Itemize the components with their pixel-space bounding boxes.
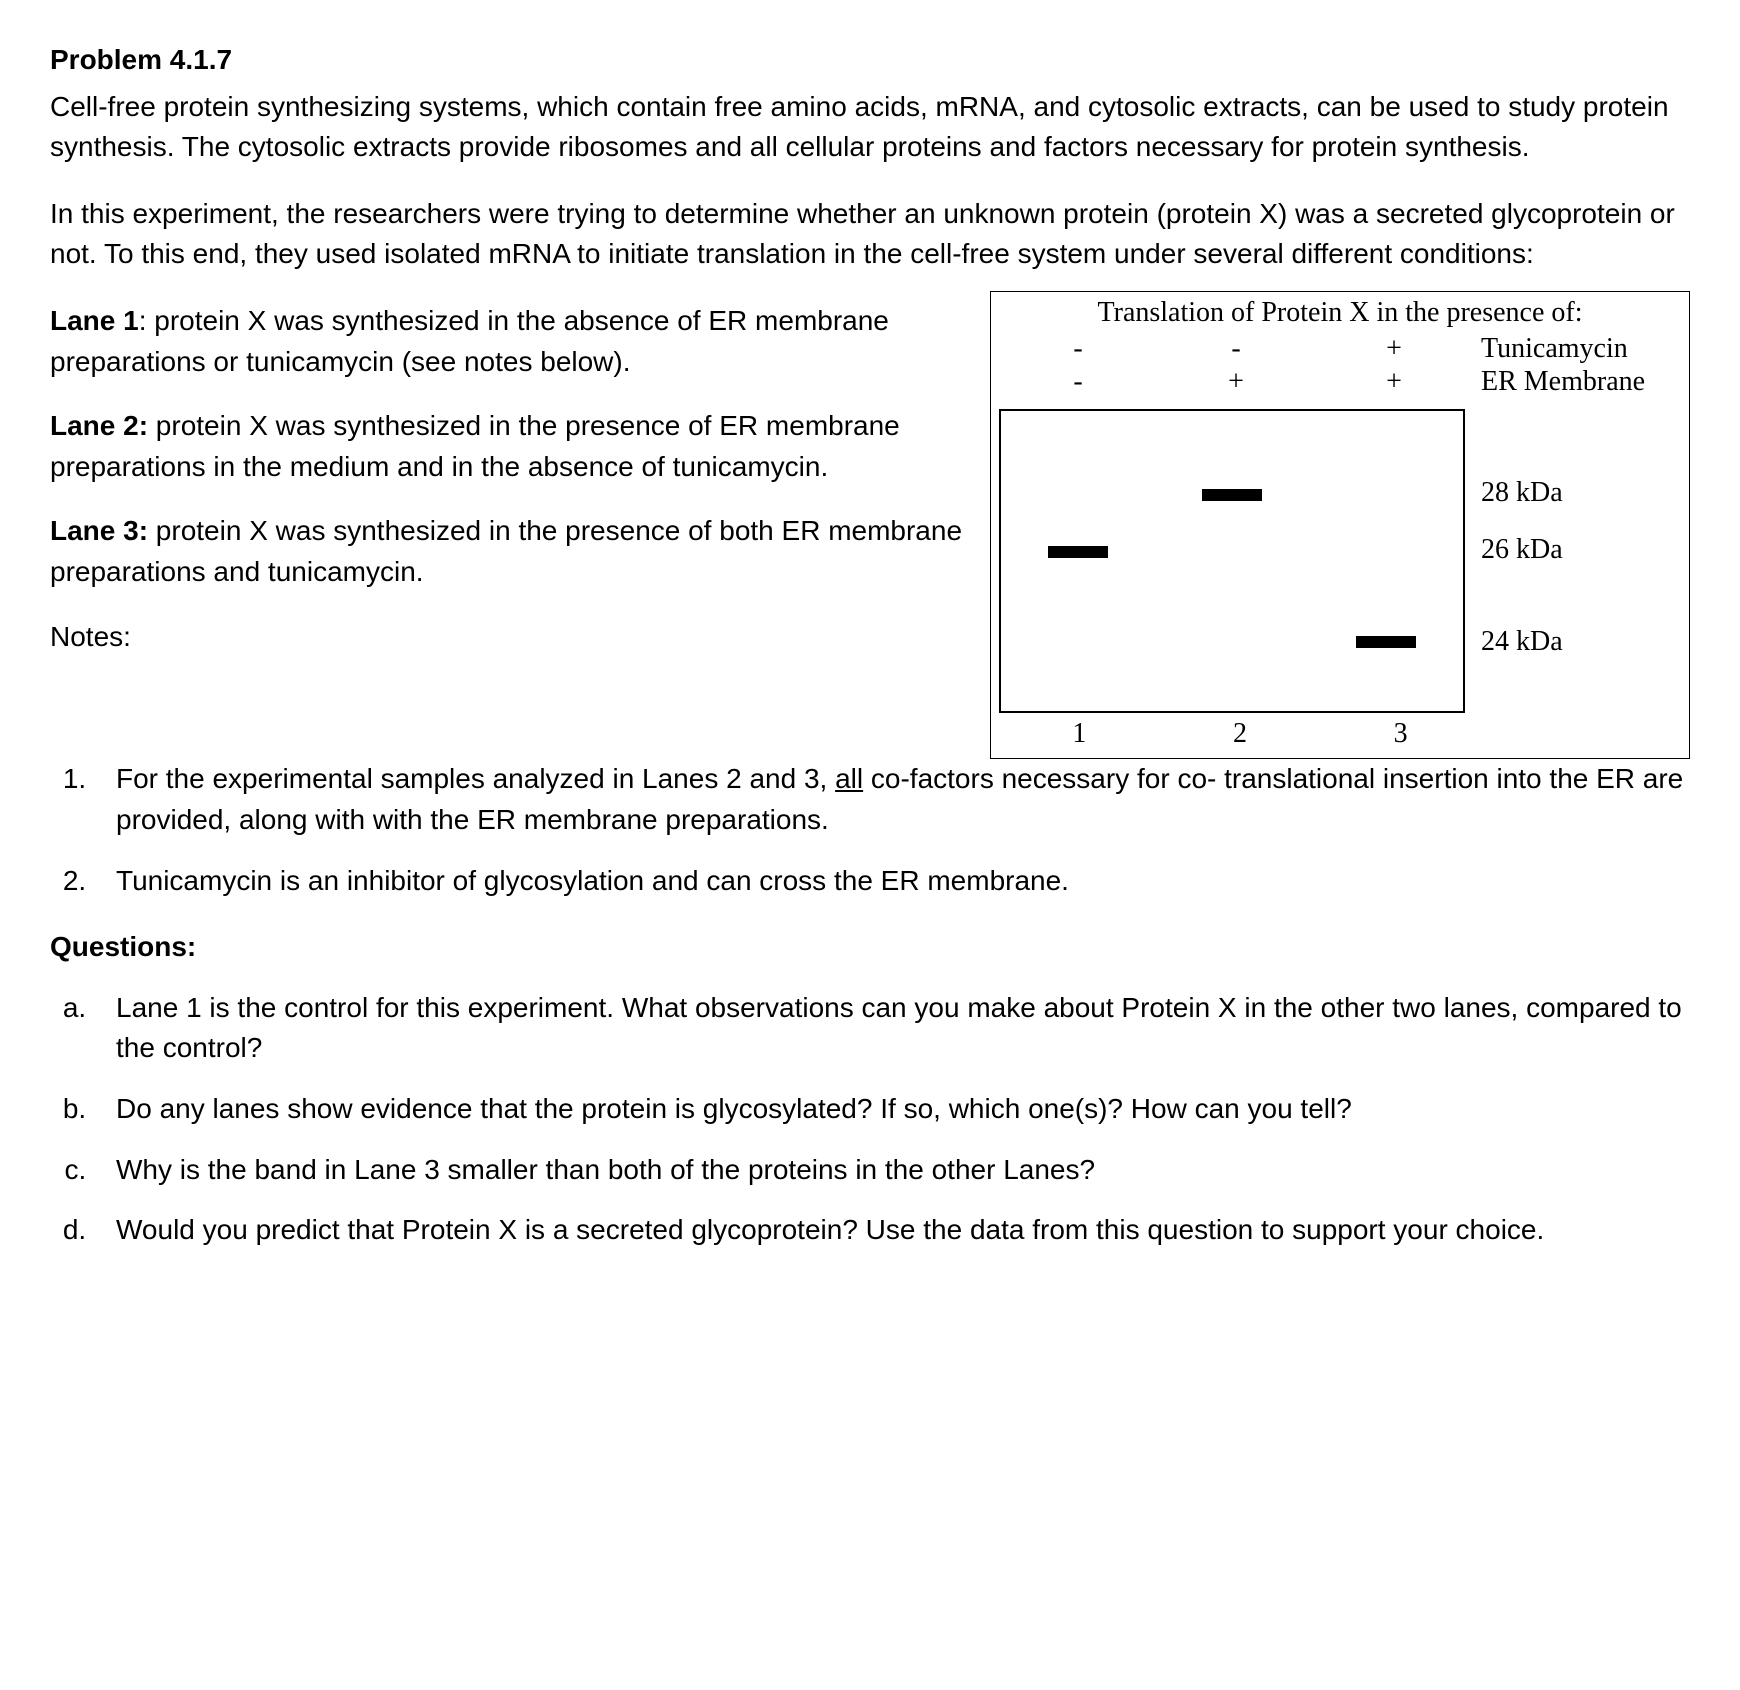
intro-para-1: Cell-free protein synthesizing systems, … — [50, 87, 1690, 168]
gel-size-labels: 28 kDa 26 kDa 24 kDa — [1465, 409, 1681, 713]
main-row: Lane 1: protein X was synthesized in the… — [50, 301, 1690, 759]
cond-tun-2: - — [1157, 332, 1315, 366]
cond-er-label: ER Membrane — [1473, 365, 1681, 399]
lane-3-label: Lane 3: — [50, 515, 148, 546]
figure-title: Translation of Protein X in the presence… — [999, 296, 1681, 330]
lane-1-desc: Lane 1: protein X was synthesized in the… — [50, 301, 966, 382]
cond-er-2: + — [1157, 365, 1315, 399]
lane-descriptions: Lane 1: protein X was synthesized in the… — [50, 301, 966, 667]
gel-figure: Translation of Protein X in the presence… — [990, 291, 1690, 759]
gel-lane-3 — [1309, 411, 1463, 711]
notes-list: For the experimental samples analyzed in… — [50, 759, 1690, 901]
band-lane-1 — [1048, 546, 1108, 558]
gel-box — [999, 409, 1465, 713]
note-1-pre: For the experimental samples analyzed in… — [116, 763, 835, 794]
lane-2-label: Lane 2: — [50, 410, 148, 441]
label-24kda: 24 kDa — [1481, 625, 1563, 659]
questions-list: Lane 1 is the control for this experimen… — [50, 988, 1690, 1251]
lane-1-text: : protein X was synthesized in the absen… — [50, 305, 889, 377]
gel-row: 28 kDa 26 kDa 24 kDa — [999, 409, 1681, 713]
question-a: Lane 1 is the control for this experimen… — [94, 988, 1690, 1069]
cond-tun-1: - — [999, 332, 1157, 366]
note-1-underline: all — [835, 763, 863, 794]
cond-er-3: + — [1315, 365, 1473, 399]
lane-num-2: 2 — [1160, 717, 1321, 751]
cond-tun-label: Tunicamycin — [1473, 332, 1681, 366]
lane-numbers: 1 2 3 — [999, 717, 1681, 751]
lane-3-text: protein X was synthesized in the presenc… — [50, 515, 962, 587]
cond-row-tunicamycin: - - + Tunicamycin — [999, 332, 1681, 366]
cond-tun-3: + — [1315, 332, 1473, 366]
question-d: Would you predict that Protein X is a se… — [94, 1210, 1690, 1251]
lane-2-desc: Lane 2: protein X was synthesized in the… — [50, 406, 966, 487]
note-2: Tunicamycin is an inhibitor of glycosyla… — [94, 861, 1690, 902]
note-1: For the experimental samples analyzed in… — [94, 759, 1690, 840]
lane-num-3: 3 — [1320, 717, 1481, 751]
band-lane-2 — [1202, 489, 1262, 501]
lane-3-desc: Lane 3: protein X was synthesized in the… — [50, 511, 966, 592]
cond-er-1: - — [999, 365, 1157, 399]
gel-lane-2 — [1155, 411, 1309, 711]
intro-para-2: In this experiment, the researchers were… — [50, 194, 1690, 275]
lane-1-label: Lane 1 — [50, 305, 139, 336]
cond-row-er: - + + ER Membrane — [999, 365, 1681, 399]
lane-2-text: protein X was synthesized in the presenc… — [50, 410, 900, 482]
problem-title: Problem 4.1.7 — [50, 40, 1690, 81]
questions-heading: Questions: — [50, 927, 1690, 968]
label-28kda: 28 kDa — [1481, 476, 1563, 510]
lane-num-1: 1 — [999, 717, 1160, 751]
question-b: Do any lanes show evidence that the prot… — [94, 1089, 1690, 1130]
gel-lane-1 — [1001, 411, 1155, 711]
notes-heading: Notes: — [50, 617, 966, 658]
band-lane-3 — [1356, 636, 1416, 648]
question-c: Why is the band in Lane 3 smaller than b… — [94, 1150, 1690, 1191]
label-26kda: 26 kDa — [1481, 533, 1563, 567]
